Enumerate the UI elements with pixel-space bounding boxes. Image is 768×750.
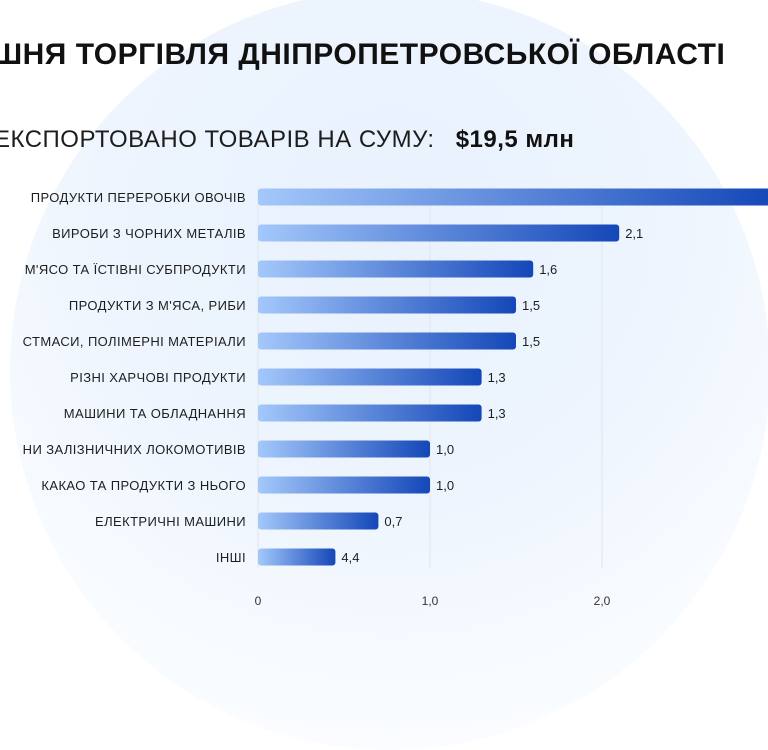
bar — [258, 440, 430, 458]
category-label: ВИРОБИ З ЧОРНИХ МЕТАЛІВ — [52, 226, 246, 241]
value-label: 0,7 — [384, 514, 402, 529]
bar-chart: 0 1,0 2,0 ПРОДУКТИ ПЕРЕРОБКИ ОВОЧІВ ВИРОБИ З… — [23, 186, 768, 608]
category-label: ЕЛЕКТРИЧНІ МАШИНИ — [95, 514, 246, 529]
value-label: 1,3 — [488, 406, 506, 421]
bar — [258, 548, 336, 566]
value-label: 1,0 — [436, 478, 454, 493]
chart-title: ШНЯ ТОРГІВЛЯ ДНІПРОПЕТРОВСЬКОЇ ОБЛАСТІ — [0, 38, 726, 71]
x-tick-label: 2,0 — [594, 594, 611, 608]
bar — [258, 260, 534, 278]
category-label: ІНШІ — [216, 550, 246, 565]
bar — [258, 404, 482, 422]
x-tick-label: 1,0 — [422, 594, 439, 608]
value-label: 4,4 — [341, 550, 359, 565]
category-label: СТМАСИ, ПОЛІМЕРНІ МАТЕРІАЛИ — [23, 334, 246, 349]
bar — [258, 512, 379, 530]
category-label: КАКАО ТА ПРОДУКТИ З НЬОГО — [41, 478, 246, 493]
category-label: М'ЯСО ТА ЇСТІВНІ СУБПРОДУКТИ — [25, 262, 246, 277]
bar — [258, 188, 768, 206]
category-label: РІЗНІ ХАРЧОВІ ПРОДУКТИ — [70, 370, 246, 385]
bar — [258, 368, 482, 386]
value-label: 2,1 — [625, 226, 643, 241]
value-label: 1,5 — [522, 298, 540, 313]
value-label: 1,3 — [488, 370, 506, 385]
x-tick-label: 0 — [255, 594, 262, 608]
value-label: 1,5 — [522, 334, 540, 349]
value-label: 1,6 — [539, 262, 557, 277]
chart-subtitle: ЕКСПОРТОВАНО ТОВАРІВ НА СУМУ: $19,5 млн — [0, 126, 574, 154]
bars — [258, 188, 768, 566]
subtitle-prefix: ЕКСПОРТОВАНО ТОВАРІВ НА СУМУ: — [0, 126, 435, 153]
category-label: ПРОДУКТИ З М'ЯСА, РИБИ — [69, 298, 246, 313]
subtitle-amount: $19,5 млн — [455, 126, 575, 153]
bar — [258, 296, 516, 314]
category-label: НИ ЗАЛІЗНИЧНИХ ЛОКОМОТИВІВ — [23, 442, 246, 457]
bar — [258, 224, 620, 242]
category-label: МАШИНИ ТА ОБЛАДНАННЯ — [64, 406, 246, 421]
bar — [258, 476, 430, 494]
labels: 0 1,0 2,0 ПРОДУКТИ ПЕРЕРОБКИ ОВОЧІВ ВИРОБИ З… — [23, 190, 644, 608]
bar — [258, 332, 516, 350]
category-label: ПРОДУКТИ ПЕРЕРОБКИ ОВОЧІВ — [31, 190, 246, 205]
value-label: 1,0 — [436, 442, 454, 457]
